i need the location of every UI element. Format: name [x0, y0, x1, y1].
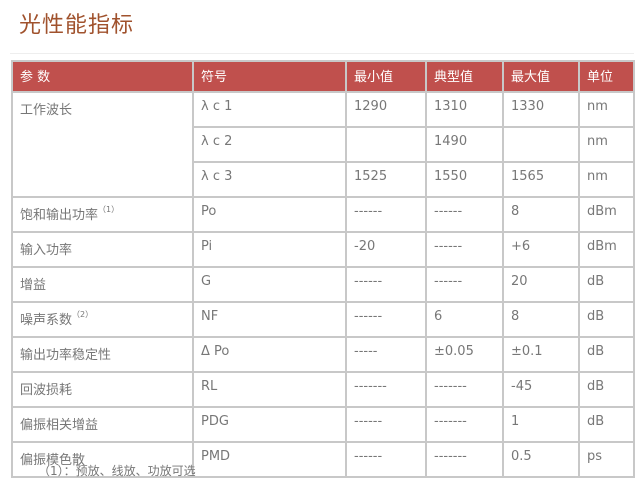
param-label: 增益 — [20, 278, 47, 293]
unit-cell: dBm — [578, 231, 635, 268]
table-row: λ c 3 1525 1550 1565 nm — [12, 161, 635, 198]
unit-cell: nm — [578, 161, 635, 198]
table-header-row: 参 数 符号 最小值 典型值 最大值 单位 — [11, 60, 635, 93]
table-row: 偏振相关增益 PDG ------ ------- 1 dB — [11, 406, 635, 443]
param-label: 输出功率稳定性 — [20, 348, 112, 363]
symbol-cell: G — [192, 266, 347, 303]
symbol-cell: PDG — [192, 406, 347, 443]
min-cell: ------- — [345, 371, 427, 408]
max-cell — [502, 126, 580, 163]
param-cell: 回波损耗 — [11, 371, 194, 408]
page-title: 光性能指标 — [19, 13, 135, 38]
min-cell: ------ — [345, 196, 427, 233]
unit-cell: dB — [578, 266, 635, 303]
table-row: 饱和输出功率（1） Po ------ ------ 8 dBm — [11, 196, 635, 233]
param-cell: 偏振相关增益 — [11, 406, 194, 443]
min-cell: ----- — [345, 336, 427, 373]
unit-cell: dB — [578, 301, 635, 338]
unit-cell: dB — [578, 336, 635, 373]
table-row: λ c 2 1490 nm — [12, 126, 635, 163]
param-cell: 噪声系数（2） — [11, 301, 194, 338]
min-cell — [345, 126, 427, 163]
max-cell: 1 — [502, 406, 580, 443]
footnote-ref: （1） — [98, 205, 120, 214]
header-max: 最大值 — [502, 60, 580, 93]
symbol-cell: Δ Po — [192, 336, 347, 373]
min-cell: 1290 — [345, 91, 427, 128]
typ-cell: ------ — [425, 266, 504, 303]
divider — [10, 53, 634, 54]
header-symbol: 符号 — [192, 60, 347, 93]
param-cell: 输入功率 — [11, 231, 194, 268]
min-cell: ------ — [345, 301, 427, 338]
typ-cell: 1490 — [425, 126, 504, 163]
table-row: 偏振模色散 PMD ------ ------- 0.5 ps — [11, 441, 635, 478]
table-row: 工作波长 λ c 1 1290 1310 1330 nm — [11, 91, 635, 198]
symbol-cell: RL — [192, 371, 347, 408]
typ-cell: ------- — [425, 371, 504, 408]
symbol-cell: λ c 3 — [192, 161, 347, 198]
max-cell: 8 — [502, 301, 580, 338]
header-typ: 典型值 — [425, 60, 504, 93]
symbol-cell: Po — [192, 196, 347, 233]
param-label: 回波损耗 — [20, 383, 73, 398]
header-unit: 单位 — [578, 60, 635, 93]
param-cell: 增益 — [11, 266, 194, 303]
typ-cell: ±0.05 — [425, 336, 504, 373]
min-cell: 1525 — [345, 161, 427, 198]
param-cell: 工作波长 — [11, 91, 194, 198]
typ-cell: ------ — [425, 231, 504, 268]
param-cell: 饱和输出功率（1） — [11, 196, 194, 233]
param-cell: 输出功率稳定性 — [11, 336, 194, 373]
unit-cell: dBm — [578, 196, 635, 233]
unit-cell: ps — [578, 441, 635, 478]
header-param: 参 数 — [11, 60, 194, 93]
unit-cell: dB — [578, 406, 635, 443]
param-label: 输入功率 — [20, 243, 73, 258]
param-cell: 偏振模色散 — [11, 441, 194, 478]
max-cell: 8 — [502, 196, 580, 233]
typ-cell: ------- — [425, 406, 504, 443]
param-label: 饱和输出功率 — [20, 208, 99, 223]
param-label: 偏振相关增益 — [20, 418, 99, 433]
param-label: 偏振模色散 — [20, 453, 86, 468]
max-cell: 20 — [502, 266, 580, 303]
typ-cell: 1550 — [425, 161, 504, 198]
symbol-cell: λ c 1 — [192, 91, 347, 128]
min-cell: ------ — [345, 266, 427, 303]
unit-cell: dB — [578, 371, 635, 408]
max-cell: 1565 — [502, 161, 580, 198]
symbol-cell: λ c 2 — [192, 126, 347, 163]
min-cell: ------ — [345, 406, 427, 443]
max-cell: ±0.1 — [502, 336, 580, 373]
min-cell: ------ — [345, 441, 427, 478]
table-row: 输出功率稳定性 Δ Po ----- ±0.05 ±0.1 dB — [11, 336, 635, 373]
typ-cell: ------- — [425, 441, 504, 478]
unit-cell: nm — [578, 126, 635, 163]
table-row: 增益 G ------ ------ 20 dB — [11, 266, 635, 303]
table-row: 输入功率 Pi -20 ------ +6 dBm — [11, 231, 635, 268]
unit-cell: nm — [578, 91, 635, 128]
typ-cell: 6 — [425, 301, 504, 338]
max-cell: +6 — [502, 231, 580, 268]
table-row: 噪声系数（2） NF ------ 6 8 dB — [11, 301, 635, 338]
footnote-ref: （2） — [72, 310, 94, 319]
symbol-cell: PMD — [192, 441, 347, 478]
typ-cell: ------ — [425, 196, 504, 233]
typ-cell: 1310 — [425, 91, 504, 128]
symbol-cell: Pi — [192, 231, 347, 268]
max-cell: 0.5 — [502, 441, 580, 478]
max-cell: 1330 — [502, 91, 580, 128]
max-cell: -45 — [502, 371, 580, 408]
min-cell: -20 — [345, 231, 427, 268]
table-row: 回波损耗 RL ------- ------- -45 dB — [11, 371, 635, 408]
header-min: 最小值 — [345, 60, 427, 93]
footnote: （1）：预放、线放、功放可选 — [38, 464, 196, 478]
optical-specs-table: 参 数 符号 最小值 典型值 最大值 单位 工作波长 λ c 1 1290 1310 1… — [11, 60, 635, 478]
param-label: 噪声系数 — [20, 313, 73, 328]
symbol-cell: NF — [192, 301, 347, 338]
